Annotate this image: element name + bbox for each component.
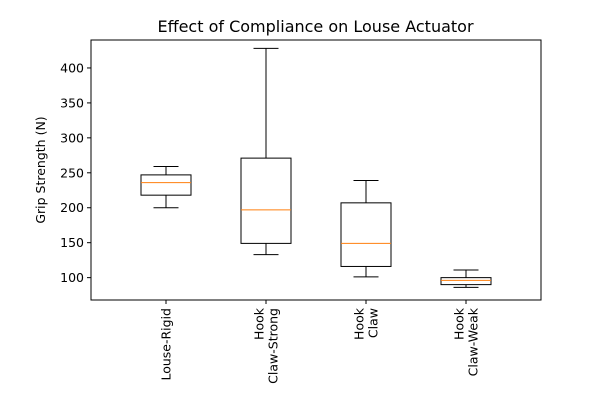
box (240, 157, 292, 244)
x-tick-label: Louse-Rigid (159, 308, 174, 381)
y-tick-label: 250 (60, 165, 84, 180)
x-tick-label: Hook (452, 307, 467, 340)
box (140, 174, 192, 196)
y-tick-label: 350 (60, 95, 84, 110)
plot-frame (90, 39, 542, 301)
y-tick-label: 200 (60, 200, 84, 215)
y-axis-label: Grip Strength (N) (33, 116, 48, 223)
x-tick-label: Claw (366, 308, 381, 338)
x-tick-label: Hook (352, 307, 367, 340)
x-tick-label: Claw-Strong (266, 308, 281, 384)
box (340, 202, 392, 267)
chart-title: Effect of Compliance on Louse Actuator (157, 17, 473, 36)
y-tick-label: 400 (60, 60, 84, 75)
y-tick-label: 300 (60, 130, 84, 145)
y-tick-label: 100 (60, 270, 84, 285)
box (440, 277, 492, 286)
y-tick-label: 150 (60, 235, 84, 250)
x-tick-label: Hook (252, 307, 267, 340)
x-tick-label: Claw-Weak (466, 307, 481, 376)
